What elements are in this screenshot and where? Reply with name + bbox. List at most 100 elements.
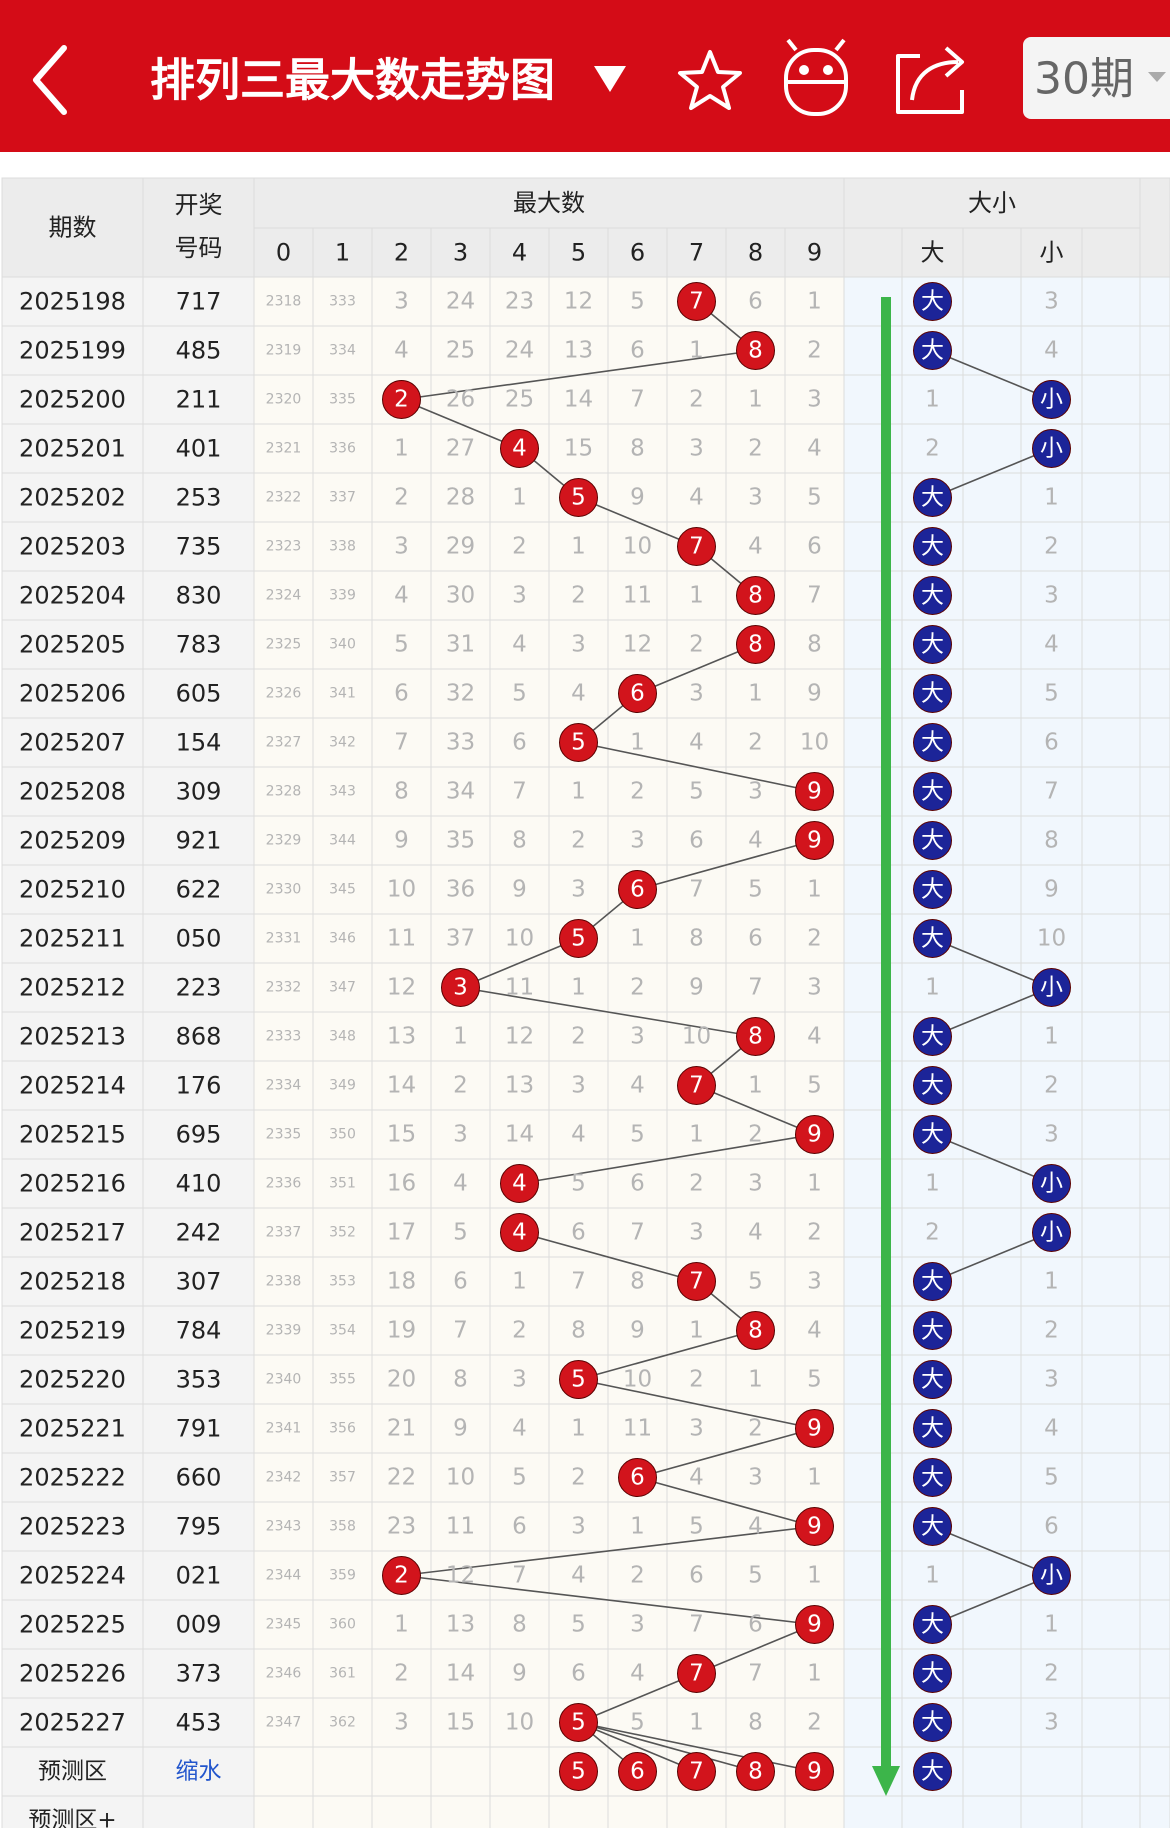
miss-count: 2 [748, 436, 763, 462]
miss-count: 2318 [266, 294, 302, 310]
miss-count: 344 [329, 833, 356, 849]
miss-count: 6 [1044, 730, 1059, 756]
cell [1, 815, 144, 866]
draw-number: 830 [176, 582, 222, 610]
period-select-label[interactable]: 30期 [1034, 54, 1134, 105]
cell [843, 1795, 903, 1828]
ball-text: 4 [512, 1220, 527, 1246]
cell [253, 1550, 314, 1601]
miss-count: 5 [807, 1073, 822, 1099]
cell [962, 1746, 1022, 1797]
cell [843, 1501, 903, 1552]
miss-count: 5 [512, 1465, 527, 1491]
cell [784, 374, 845, 425]
cell [725, 472, 786, 523]
ball-text: 大 [921, 632, 944, 658]
arrow-head [872, 1766, 900, 1796]
page-title[interactable]: 排列三最大数走势图 [150, 54, 555, 107]
cell [253, 1354, 314, 1405]
ball-text: 9 [807, 1759, 822, 1785]
miss-count: 31 [446, 632, 475, 658]
cell [607, 1060, 668, 1111]
ball [500, 1213, 539, 1252]
miss-count: 4 [394, 338, 409, 364]
miss-count: 1 [512, 485, 527, 511]
miss-count: 26 [446, 387, 475, 413]
robot-antenna [786, 38, 798, 52]
miss-count: 11 [623, 583, 652, 609]
cell [843, 570, 903, 621]
cell [1081, 325, 1141, 376]
miss-count: 333 [329, 294, 356, 310]
miss-count: 3 [394, 1710, 409, 1736]
ball [736, 1311, 775, 1350]
miss-count: 2 [394, 485, 409, 511]
ball-text: 大 [921, 289, 944, 315]
period-select[interactable] [1023, 37, 1170, 119]
cell [253, 1746, 314, 1797]
miss-count: 1 [807, 877, 822, 903]
cell [1020, 1501, 1083, 1552]
miss-count: 338 [329, 539, 356, 555]
cell [253, 1109, 314, 1160]
cell [1, 1158, 144, 1209]
robot-eye [799, 65, 809, 75]
ball [913, 1458, 952, 1497]
draw-number: 211 [176, 386, 222, 414]
ball [913, 478, 952, 517]
forecast-method[interactable]: 缩水 [176, 1759, 222, 1785]
cell [962, 1452, 1022, 1503]
cell [142, 1501, 255, 1552]
cell [371, 1207, 432, 1258]
cell [1139, 1109, 1170, 1160]
cell [725, 668, 786, 719]
cell [1139, 913, 1170, 964]
cell [1081, 1550, 1141, 1601]
cell [142, 1648, 255, 1699]
miss-count: 4 [807, 436, 822, 462]
cell [253, 521, 314, 572]
cell [371, 1599, 432, 1650]
cell [430, 766, 491, 817]
period: 2025207 [19, 729, 126, 757]
trend-line [696, 1623, 815, 1675]
cell [1081, 1746, 1141, 1797]
miss-count: 7 [394, 730, 409, 756]
cell [725, 1354, 786, 1405]
period: 2025213 [19, 1023, 126, 1051]
miss-count: 8 [512, 828, 527, 854]
title-dropdown[interactable] [594, 66, 626, 92]
cell [962, 913, 1022, 964]
miss-count: 339 [329, 588, 356, 604]
cell [253, 1011, 314, 1062]
cell [843, 1207, 903, 1258]
cell [607, 766, 668, 817]
draw-number: 223 [176, 974, 222, 1002]
draw-number: 154 [176, 729, 222, 757]
cell [371, 325, 432, 376]
ball [795, 821, 834, 860]
cell [962, 619, 1022, 670]
cell [1, 570, 144, 621]
robot-button[interactable] [784, 38, 848, 116]
cell [1081, 1697, 1141, 1748]
cell [430, 619, 491, 670]
miss-count: 8 [394, 779, 409, 805]
ball [1032, 1556, 1071, 1595]
miss-count: 5 [748, 877, 763, 903]
miss-count: 3 [807, 387, 822, 413]
period: 2025219 [19, 1317, 126, 1345]
cell [725, 1697, 786, 1748]
miss-count: 8 [689, 926, 704, 952]
cell [1, 864, 144, 915]
cell [725, 1158, 786, 1209]
miss-count: 1 [925, 1171, 940, 1197]
favorite-button[interactable] [678, 50, 742, 110]
cell [901, 1207, 964, 1258]
ball [500, 429, 539, 468]
cell [142, 1158, 255, 1209]
share-button[interactable] [896, 46, 964, 114]
back-button[interactable] [33, 45, 67, 115]
miss-count: 342 [329, 735, 356, 751]
ball [913, 1703, 952, 1742]
